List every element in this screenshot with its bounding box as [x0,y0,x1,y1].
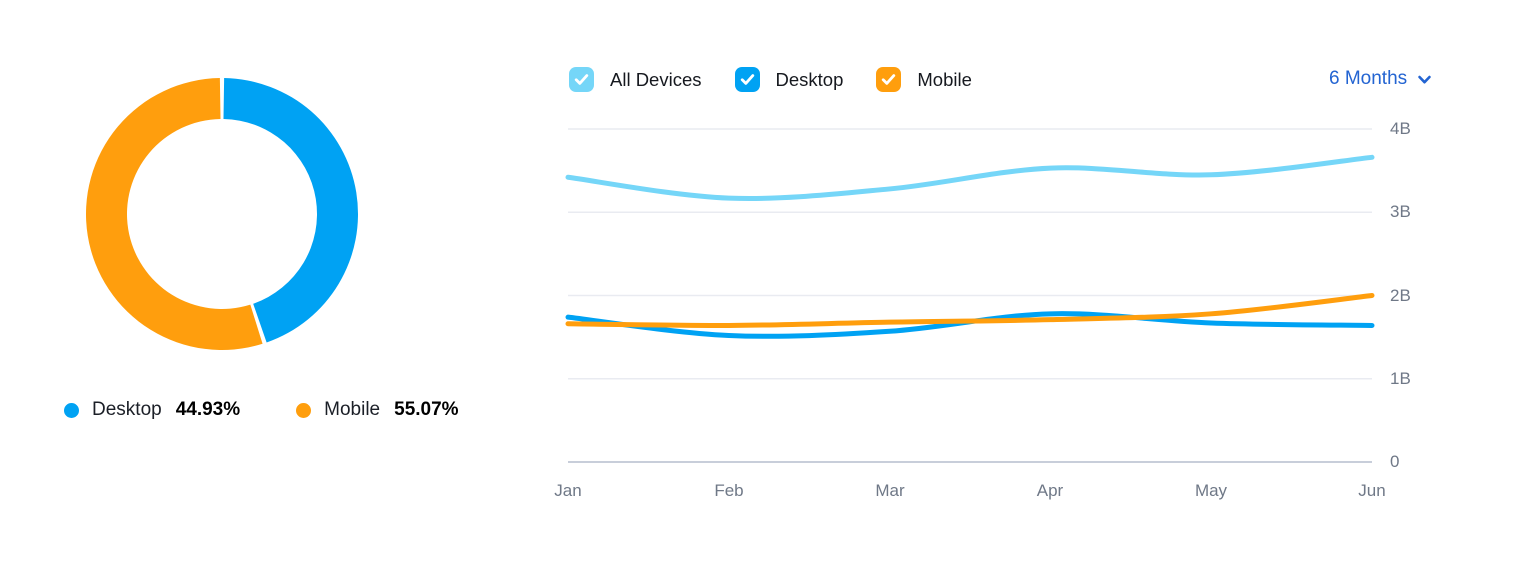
donut-legend-item-desktop: Desktop 44.93% [64,399,240,421]
mobile-checkbox[interactable] [876,67,902,92]
series-legend: All Devices Desktop Mobile [569,67,1005,92]
donut-legend: Desktop 44.93% Mobile 55.07% [64,399,459,421]
donut-legend-item-mobile: Mobile 55.07% [296,399,459,421]
legend-item-desktop: Desktop [734,67,844,92]
x-tick: Apr [1036,481,1064,500]
legend-label: All Devices [610,68,702,90]
donut-legend-label: Mobile [324,399,381,420]
x-tick: Mar [875,481,905,500]
y-tick: 1B [1390,369,1411,388]
y-tick: 4B [1390,119,1411,138]
x-tick: May [1194,481,1228,500]
donut-legend-label: Desktop [92,399,162,420]
desktop-dot-icon [64,402,79,418]
x-tick: Feb [714,481,744,500]
date-range-label: 6 Months [1329,68,1408,89]
donut-segment-desktop [223,78,359,343]
date-range-dropdown[interactable]: 6 Months [1329,68,1433,90]
x-tick: Jan [554,481,582,500]
y-tick: 3B [1390,202,1411,221]
legend-item-mobile: Mobile [876,67,972,92]
x-tick: Jun [1358,481,1386,500]
line-series-mobile [565,293,1375,329]
y-tick: 2B [1390,286,1411,305]
desktop-checkbox[interactable] [734,67,760,92]
check-icon [574,74,589,85]
device-share-donut-chart [86,78,359,350]
chevron-down-icon [1418,75,1431,83]
desktop-percentage: 44.93% [175,399,241,420]
line-series-all-devices [565,154,1375,201]
legend-label: Mobile [917,68,972,90]
donut-segment-mobile [86,78,263,350]
y-tick: 0 [1390,452,1400,471]
all-devices-checkbox[interactable] [569,67,594,92]
check-icon [740,74,754,85]
traffic-trend-line-chart [565,128,1375,463]
mobile-dot-icon [296,402,312,418]
mobile-percentage: 55.07% [394,399,459,420]
check-icon [882,74,896,85]
legend-label: Desktop [775,68,844,90]
legend-item-all-devices: All Devices [569,67,702,92]
